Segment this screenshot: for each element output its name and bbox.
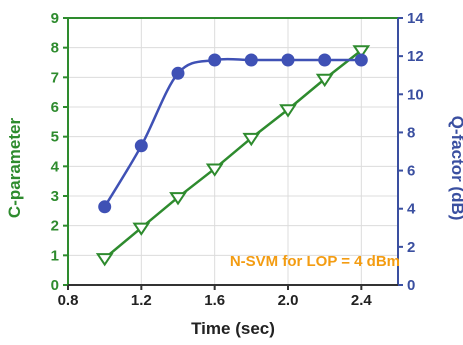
x-axis-label: Time (sec)	[191, 319, 275, 338]
right-tick-label: 6	[407, 163, 415, 180]
c-parameter-point	[132, 222, 151, 236]
q-factor-point	[134, 139, 148, 153]
left-axis-label: C-parameter	[5, 118, 24, 219]
left-tick-label: 1	[51, 247, 59, 264]
bottom-axis-ticks: 0.8 1.2 1.6 2.0 2.4	[58, 285, 373, 309]
bottom-tick-label: 0.8	[58, 292, 79, 309]
c-parameter-point	[242, 132, 261, 147]
bottom-tick-label: 2.4	[351, 292, 373, 309]
left-tick-label: 6	[51, 99, 59, 116]
right-tick-label: 8	[407, 124, 415, 141]
c-parameter-point	[205, 163, 224, 177]
c-parameter-point	[169, 192, 187, 206]
annotation: N-SVM for LOP = 4 dBm	[230, 253, 400, 270]
right-axis-ticks: 0 2 4 6 8 10 12 14	[398, 10, 424, 294]
left-tick-label: 9	[51, 10, 59, 27]
c-parameter-point	[352, 45, 371, 59]
c-parameter-point	[279, 104, 297, 118]
left-tick-label: 3	[51, 188, 59, 205]
right-tick-label: 12	[407, 48, 424, 65]
left-tick-label: 5	[51, 129, 59, 146]
right-axis-label: Q-factor (dB)	[448, 116, 463, 221]
left-axis-ticks: 0 1 2 3 4 5 6 7 8 9	[51, 10, 68, 294]
c-parameter-point	[95, 253, 114, 267]
q-factor-point	[98, 200, 112, 214]
q-factor-point	[171, 66, 185, 80]
left-tick-label: 4	[51, 158, 60, 175]
bottom-tick-label: 1.6	[204, 292, 225, 309]
left-tick-label: 7	[51, 69, 59, 86]
bottom-tick-label: 1.2	[131, 292, 152, 309]
right-tick-label: 14	[407, 10, 424, 27]
bottom-tick-label: 2.0	[278, 292, 299, 309]
series-layer	[95, 45, 371, 267]
left-tick-label: 2	[51, 218, 59, 235]
q-factor-point	[244, 53, 258, 67]
q-factor-point	[354, 53, 368, 67]
right-tick-label: 10	[407, 86, 424, 103]
q-factor-point	[318, 53, 332, 67]
left-tick-label: 0	[51, 277, 59, 294]
right-tick-label: 4	[407, 201, 416, 218]
c-parameter-point	[315, 73, 334, 88]
right-tick-label: 0	[407, 277, 415, 294]
q-factor-point	[208, 53, 222, 67]
q-factor-point	[281, 53, 295, 67]
left-tick-label: 8	[51, 40, 59, 57]
right-tick-label: 2	[407, 239, 415, 256]
